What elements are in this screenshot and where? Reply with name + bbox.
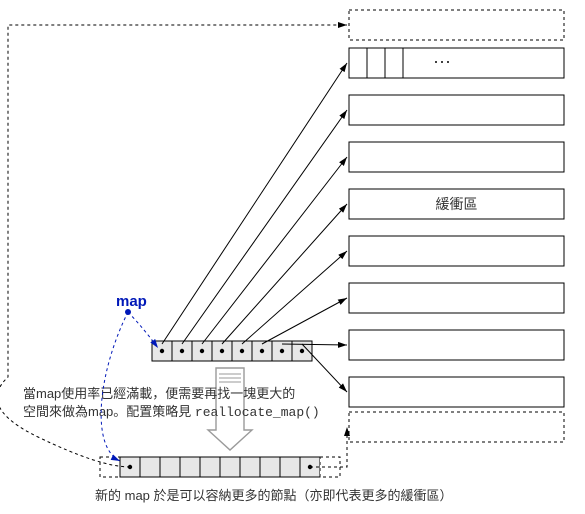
buffer-block [349, 377, 564, 407]
note-line-1: 當map使用率已經滿載，便需要再找一塊更大的 [23, 386, 295, 401]
map-new-cell-spare [100, 457, 120, 477]
pointer-line [262, 298, 347, 344]
buffer-placeholder [349, 412, 564, 442]
buffer-placeholder [349, 10, 564, 40]
buffer-block [349, 142, 564, 172]
map-old-dot [160, 349, 164, 353]
buffer-block [349, 95, 564, 125]
map-old-dot [220, 349, 224, 353]
map-new-cell [240, 457, 260, 477]
pointer-line [302, 344, 347, 392]
map-old-dot [280, 349, 284, 353]
diagram-canvas: ⋯ 緩衝區 map 當map使用率已經滿載，便需要再找一塊更大的空間來做為map。配置… [0, 0, 585, 514]
map-old-dot [240, 349, 244, 353]
map-label: map [116, 293, 147, 310]
map-new-cell [260, 457, 280, 477]
buffer-label: 緩衝區 [436, 196, 478, 212]
map-old-dot [300, 349, 304, 353]
map-old-dot [180, 349, 184, 353]
map-new-cell [140, 457, 160, 477]
pointer-line [162, 63, 347, 344]
buffer-block [349, 283, 564, 313]
buffer-block [349, 236, 564, 266]
caption-bottom: 新的 map 於是可以容納更多的節點（亦即代表更多的緩衝區） [95, 488, 453, 503]
pointer-line [182, 110, 347, 344]
map-new-cell [220, 457, 240, 477]
map-new-cell [280, 457, 300, 477]
note-line-2: 空間來做為map。配置策略見 reallocate_map() [23, 404, 320, 420]
buffer-block [349, 48, 564, 78]
pointer-line [242, 251, 347, 344]
map-new-cell [160, 457, 180, 477]
buffer-block [349, 330, 564, 360]
map-old-dot [260, 349, 264, 353]
ellipsis-label: ⋯ [433, 52, 451, 72]
map-new-cell [180, 457, 200, 477]
map-old-dot [200, 349, 204, 353]
map-new-cell [200, 457, 220, 477]
